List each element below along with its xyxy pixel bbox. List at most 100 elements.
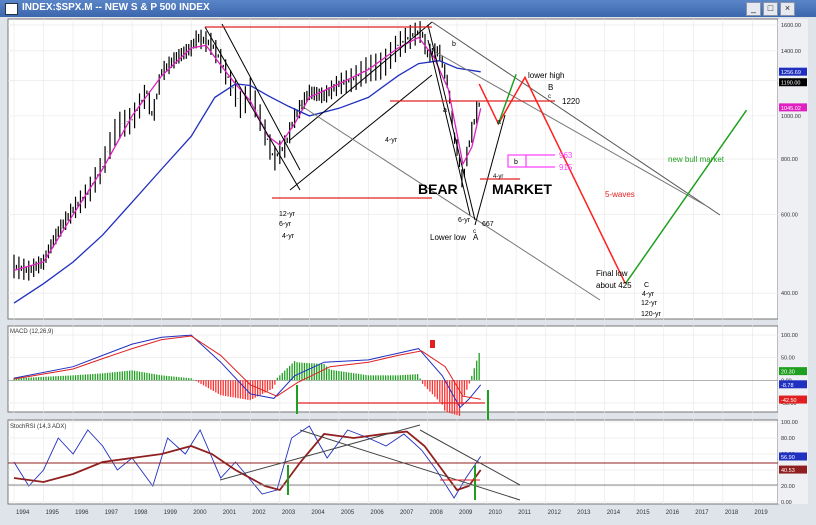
value-badge-label: 1045.02 xyxy=(781,106,801,112)
annotation-a-mid: a xyxy=(443,107,447,114)
x-tick-label: 2016 xyxy=(666,510,680,516)
macd-panel xyxy=(7,325,779,413)
pink-box xyxy=(507,154,555,168)
value-badge-label: 1256.69 xyxy=(781,70,801,76)
value-badge-label: 40.53 xyxy=(781,468,795,474)
channel-line xyxy=(431,21,721,216)
x-tick-label: 2006 xyxy=(370,510,384,516)
macd-marker xyxy=(430,340,435,348)
title-bar[interactable]: INDEX:$SPX.M -- NEW S & P 500 INDEX _ □ … xyxy=(0,0,816,17)
stoch-series xyxy=(13,425,482,499)
x-tick-label: 2002 xyxy=(252,510,266,516)
channel-line xyxy=(474,114,506,226)
x-tick-label: 2014 xyxy=(607,510,621,516)
x-tick-label: 1997 xyxy=(105,510,119,516)
x-tick-label: 2017 xyxy=(695,510,709,516)
window-title: INDEX:$SPX.M -- NEW S & P 500 INDEX xyxy=(22,2,210,13)
x-tick-label: 1995 xyxy=(46,510,60,516)
value-badge xyxy=(779,380,807,389)
value-badge xyxy=(779,367,807,376)
channel-line xyxy=(427,24,476,221)
annotation-b-top: b xyxy=(452,41,456,48)
value-badges: 1256.69 1190.00 1045.02 20.30 -8.78 -42.50 56.… xyxy=(779,67,807,474)
pink-rect xyxy=(507,154,527,168)
adx-line xyxy=(13,430,482,492)
annotation-4yr-mid: 4-yr xyxy=(493,174,503,180)
channel-line xyxy=(204,26,301,191)
stoch-tick-label: 100.00 xyxy=(781,420,798,426)
annotation-4yr-final: 4-yr xyxy=(642,291,655,298)
maximize-icon[interactable]: □ xyxy=(763,2,778,16)
price-tick-label: 800.00 xyxy=(781,157,798,163)
projection-red-line xyxy=(478,75,627,285)
x-tick-label: 1999 xyxy=(164,510,178,516)
chart-canvas: 1994 1995 1996 1997 1998 1999 2000 2001 2002 2003… xyxy=(7,18,808,516)
annotation-c-top: c xyxy=(548,94,551,100)
value-badge xyxy=(779,67,807,76)
x-tick-label: 2001 xyxy=(223,510,237,516)
macd-tick-label: -50.00 xyxy=(781,401,797,407)
projection-green-line xyxy=(497,74,517,125)
projection-green-line xyxy=(624,109,748,285)
price-tick-label: 1600.00 xyxy=(781,23,801,29)
x-tick-label: 2007 xyxy=(400,510,414,516)
close-icon[interactable]: × xyxy=(780,2,795,16)
value-badge xyxy=(779,78,807,87)
x-tick-label: 2009 xyxy=(459,510,473,516)
x-tick-label: 1996 xyxy=(75,510,89,516)
x-tick-label: 2019 xyxy=(754,510,768,516)
stoch-tick-label: 80.00 xyxy=(781,436,795,442)
stoch-tick-label: 20.00 xyxy=(781,484,795,490)
annotation-667: 667 xyxy=(482,221,494,228)
channel-line xyxy=(221,23,301,171)
value-badge xyxy=(779,103,807,112)
annotation-120yr: 120-yr xyxy=(641,311,662,318)
value-badge-label: -8.78 xyxy=(781,383,794,389)
x-tick-label: 2013 xyxy=(577,510,591,516)
stoch-drawings xyxy=(8,424,778,501)
annotation-5-waves: 5-waves xyxy=(605,190,635,199)
stoch-trend-line xyxy=(419,429,521,486)
annotation-B: B xyxy=(548,83,553,92)
value-badge xyxy=(779,452,807,461)
annotation-1220: 1220 xyxy=(562,97,580,106)
value-badge-label: 1190.00 xyxy=(781,81,800,87)
x-tick-label: 2018 xyxy=(725,510,739,516)
price-tick-label: 400.00 xyxy=(781,291,798,297)
macd-panel-label: MACD (12,26,9) xyxy=(10,329,53,335)
annotation-4yr-2005: 4-yr xyxy=(385,137,398,144)
annotation-lower-high: lower high xyxy=(528,71,564,80)
annotations: lower high B c 1220 963 915 b 4-yr 4-yr … xyxy=(279,41,725,318)
annotation-final-low: Final low xyxy=(596,269,628,278)
x-tick-label: 2004 xyxy=(311,510,325,516)
annotation-about-425: about 425 xyxy=(596,281,632,290)
macd-tick-label: 50.00 xyxy=(781,356,795,362)
channel-line xyxy=(289,21,433,141)
value-badge-label: 20.30 xyxy=(781,370,795,376)
value-badge xyxy=(779,395,807,404)
minimize-icon[interactable]: _ xyxy=(746,2,761,16)
macd-series xyxy=(13,334,482,416)
price-tick-label: 600.00 xyxy=(781,213,798,219)
annotation-12yr-final: 12-yr xyxy=(641,300,658,307)
x-tick-label: 2015 xyxy=(636,510,650,516)
x-tick-label: 2011 xyxy=(518,510,532,516)
annotation-4yr-2002: 4-yr xyxy=(282,233,295,240)
x-tick-label: 2000 xyxy=(193,510,207,516)
projection-paths xyxy=(478,74,748,285)
annotation-market: MARKET xyxy=(492,181,552,197)
price-series xyxy=(13,21,482,304)
red-box-lines xyxy=(205,26,555,199)
long-ma-line xyxy=(13,60,481,304)
channel-line xyxy=(427,39,471,216)
price-tick-label: 1400.00 xyxy=(781,49,801,55)
annotation-a-top: a xyxy=(497,119,501,126)
macd-tick-label: 100.00 xyxy=(781,333,798,339)
annotation-12yr: 12-yr xyxy=(279,211,296,218)
annotation-bear: BEAR xyxy=(418,181,458,197)
stoch-panel xyxy=(7,419,779,505)
stoch-trend-line xyxy=(299,429,521,501)
price-panel xyxy=(7,18,779,320)
chart-icon xyxy=(5,3,18,15)
